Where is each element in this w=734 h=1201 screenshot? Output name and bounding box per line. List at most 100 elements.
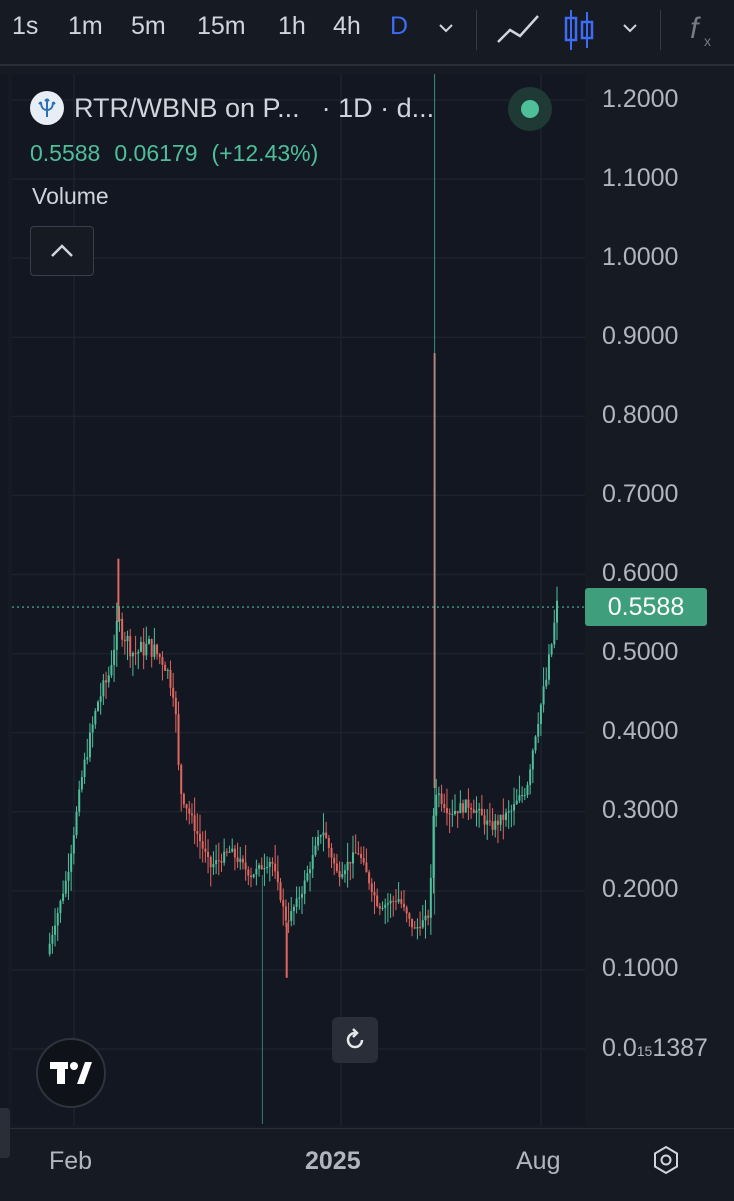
price-values: 0.5588 0.06179 (+12.43%) bbox=[30, 140, 332, 167]
chevron-down-icon[interactable] bbox=[436, 18, 456, 43]
market-status-indicator[interactable] bbox=[508, 87, 552, 131]
candle-body bbox=[80, 776, 83, 790]
candle-body bbox=[496, 820, 499, 825]
candle-body bbox=[188, 808, 191, 814]
candle-body bbox=[394, 901, 397, 903]
price-tick: 0.2000 bbox=[602, 875, 679, 903]
candle-body bbox=[464, 799, 467, 813]
timeframe-5m[interactable]: 5m bbox=[131, 12, 166, 40]
side-panel-handle[interactable] bbox=[0, 1108, 10, 1158]
candle-body bbox=[311, 855, 314, 870]
candle-body bbox=[292, 906, 295, 912]
candle-body bbox=[177, 714, 180, 765]
candle-body bbox=[263, 868, 266, 870]
candle-body bbox=[499, 814, 502, 825]
candle-body bbox=[349, 861, 352, 864]
symbol-legend[interactable]: RTR/WBNB on P... · 1D · d... bbox=[30, 88, 434, 128]
candle-body bbox=[515, 800, 518, 805]
timeframe-15m[interactable]: 15m bbox=[197, 12, 246, 40]
candle-body bbox=[319, 835, 322, 837]
candle-body bbox=[209, 856, 212, 868]
candle-body bbox=[70, 853, 73, 872]
candle-body bbox=[357, 853, 360, 855]
candle-body bbox=[518, 795, 521, 801]
timeframe-1m[interactable]: 1m bbox=[68, 12, 103, 40]
candle-body bbox=[72, 835, 75, 854]
status-dot bbox=[521, 100, 539, 118]
candle-body bbox=[505, 812, 507, 820]
timeframe-1h[interactable]: 1h bbox=[278, 12, 306, 40]
reset-chart-button[interactable] bbox=[332, 1017, 378, 1063]
candle-body bbox=[384, 904, 387, 908]
candle-body bbox=[521, 795, 524, 797]
candle-body bbox=[115, 620, 118, 650]
candle-body bbox=[373, 891, 376, 896]
candle-body bbox=[182, 793, 185, 805]
candle-body bbox=[416, 927, 419, 929]
candle-body bbox=[421, 920, 424, 928]
candle-body bbox=[491, 821, 494, 830]
candle-body bbox=[215, 860, 218, 865]
candle-body bbox=[172, 687, 175, 698]
candle-body bbox=[201, 841, 204, 849]
candle-body bbox=[303, 880, 306, 894]
candle-body bbox=[502, 814, 505, 820]
candle-body bbox=[161, 657, 164, 665]
candle-body bbox=[545, 679, 548, 687]
candle-body bbox=[510, 810, 513, 812]
candle-body bbox=[437, 793, 440, 795]
time-axis[interactable] bbox=[0, 1128, 734, 1201]
candle-body bbox=[148, 639, 150, 644]
candle-body bbox=[196, 831, 199, 834]
timeframe-1s[interactable]: 1s bbox=[12, 12, 39, 40]
candle-body bbox=[478, 808, 481, 811]
price-tick-rest: 1387 bbox=[652, 1034, 708, 1062]
chart-pane[interactable] bbox=[12, 74, 585, 1126]
candle-body bbox=[223, 851, 226, 863]
candle-body bbox=[507, 811, 510, 813]
candle-body bbox=[86, 757, 89, 760]
candle-body bbox=[542, 686, 545, 705]
candle-body bbox=[392, 900, 395, 902]
candle-body bbox=[454, 811, 456, 814]
collapse-legend-button[interactable] bbox=[30, 226, 94, 276]
candle-body bbox=[166, 669, 169, 671]
candle-body bbox=[346, 861, 349, 871]
timeframe-d[interactable]: D bbox=[390, 12, 409, 40]
candle-body bbox=[279, 882, 282, 901]
candle-body bbox=[102, 680, 105, 697]
candle-body bbox=[137, 651, 140, 654]
candle-body bbox=[131, 653, 134, 657]
candle-body bbox=[83, 759, 86, 777]
candle-body bbox=[268, 861, 271, 867]
candle-body bbox=[239, 858, 242, 862]
candle-body bbox=[193, 815, 196, 832]
settings-button[interactable] bbox=[650, 1144, 682, 1181]
tradingview-logo[interactable] bbox=[36, 1038, 106, 1108]
candle-body bbox=[62, 893, 65, 901]
candle-body bbox=[327, 838, 330, 848]
candle-body bbox=[225, 851, 228, 853]
candle-body bbox=[370, 883, 373, 892]
candle-body bbox=[244, 862, 247, 870]
candle-body bbox=[153, 644, 156, 657]
timeframe-4h[interactable]: 4h bbox=[333, 12, 361, 40]
price-tick: 0.8000 bbox=[602, 401, 679, 429]
candle-body bbox=[231, 848, 234, 852]
candle-body bbox=[236, 857, 239, 862]
candle-body bbox=[220, 860, 223, 863]
chevron-up-icon bbox=[51, 244, 73, 257]
candlestick-chart[interactable] bbox=[12, 74, 585, 1126]
line-chart-icon[interactable] bbox=[494, 10, 542, 55]
candle-body bbox=[258, 865, 261, 869]
candles-icon[interactable] bbox=[562, 8, 596, 57]
candle-body bbox=[338, 871, 341, 878]
candle-body bbox=[150, 639, 153, 657]
candle-body bbox=[553, 622, 556, 645]
chevron-down-icon[interactable] bbox=[620, 18, 640, 43]
candle-body bbox=[451, 813, 454, 815]
candle-body bbox=[531, 750, 534, 770]
volume-indicator-label[interactable]: Volume bbox=[32, 183, 109, 209]
time-label: 2025 bbox=[305, 1147, 361, 1175]
